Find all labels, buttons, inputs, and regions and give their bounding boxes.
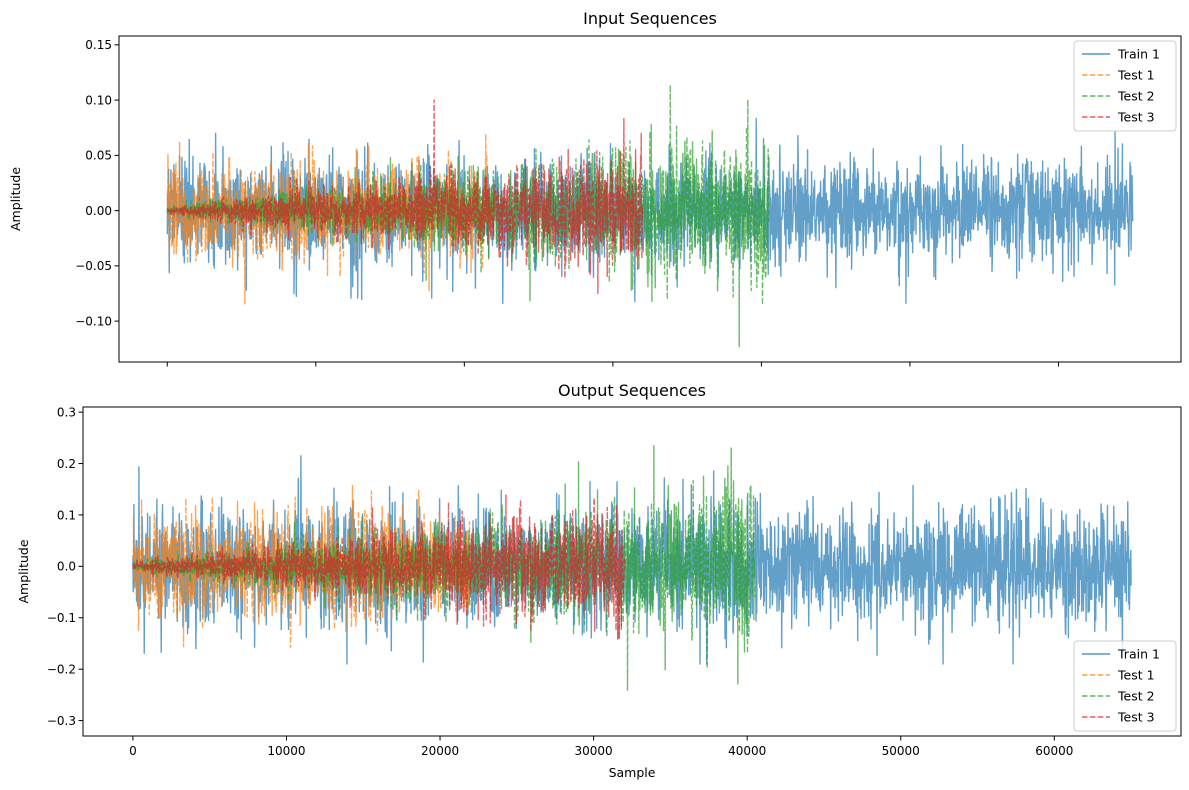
axes-frame [82, 406, 1182, 737]
y-tick-label: 0.1 [57, 508, 76, 522]
y-tick-label: 0.3 [57, 405, 76, 419]
axes-frame [118, 35, 1182, 363]
x-tick-label: 10000 [267, 744, 305, 758]
series-group [132, 445, 1132, 692]
legend-label-test-3: Test 3 [1117, 110, 1155, 125]
y-axis-label: Amplitude [16, 539, 31, 603]
x-tick-label: 40000 [728, 744, 766, 758]
y-tick-label: −0.05 [75, 259, 112, 273]
chart-title: Output Sequences [558, 381, 706, 400]
legend-label-train-1: Train 1 [1117, 647, 1160, 662]
y-tick-label: 0.2 [57, 457, 76, 471]
y-tick-label: −0.2 [47, 662, 76, 676]
series-line-test-3 [132, 494, 626, 640]
x-tick-label: 20000 [421, 744, 459, 758]
x-tick-label: 30000 [575, 744, 613, 758]
y-tick-label: 0.0 [57, 560, 76, 574]
legend: Train 1 Test 1 Test 2 Test 3 [1073, 640, 1177, 732]
legend-label-train-1: Train 1 [1117, 47, 1160, 62]
legend-box [1073, 640, 1177, 732]
x-axis-label: Sample [609, 765, 656, 780]
legend-label-test-2: Test 2 [1117, 89, 1155, 104]
series-line-test-2 [166, 84, 770, 348]
y-tick-label: 0.15 [85, 38, 112, 52]
legend-label-test-2: Test 2 [1117, 689, 1155, 704]
y-tick-label: −0.1 [47, 611, 76, 625]
legend: Train 1 Test 1 Test 2 Test 3 [1073, 40, 1177, 132]
legend-label-test-1: Test 1 [1117, 668, 1155, 683]
y-tick-label: 0.10 [85, 93, 112, 107]
y-tick-label: −0.10 [75, 314, 112, 328]
x-tick-label: 0 [129, 744, 137, 758]
y-axis-label: Amplitude [8, 167, 23, 231]
y-tick-label: 0.05 [85, 149, 112, 163]
chart-title: Input Sequences [583, 9, 717, 28]
legend-box [1073, 40, 1177, 132]
input-sequences-panel: Input Sequences −0.10 −0.05 0.00 0.05 0.10 0.1… [8, 9, 1182, 367]
series-group [166, 84, 1134, 348]
y-tick-label: 0.00 [85, 204, 112, 218]
series-line-test-3 [166, 99, 644, 295]
x-tick-label: 60000 [1035, 744, 1073, 758]
legend-label-test-3: Test 3 [1117, 710, 1155, 725]
output-sequences-panel: Output Sequences −0.3 −0.2 −0.1 0.0 0.1 0.2 0.3… [16, 381, 1182, 780]
legend-label-test-1: Test 1 [1117, 68, 1155, 83]
series-line-test-1 [132, 484, 472, 649]
y-tick-label: −0.3 [47, 714, 76, 728]
x-tick-label: 50000 [882, 744, 920, 758]
